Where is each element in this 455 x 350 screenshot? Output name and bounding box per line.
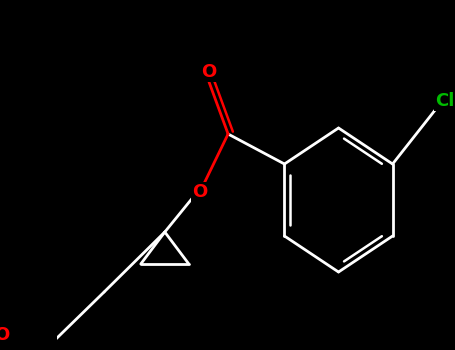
- Text: O: O: [192, 183, 207, 201]
- Text: O: O: [0, 326, 10, 344]
- Text: Cl: Cl: [435, 92, 454, 110]
- Text: O: O: [202, 63, 217, 81]
